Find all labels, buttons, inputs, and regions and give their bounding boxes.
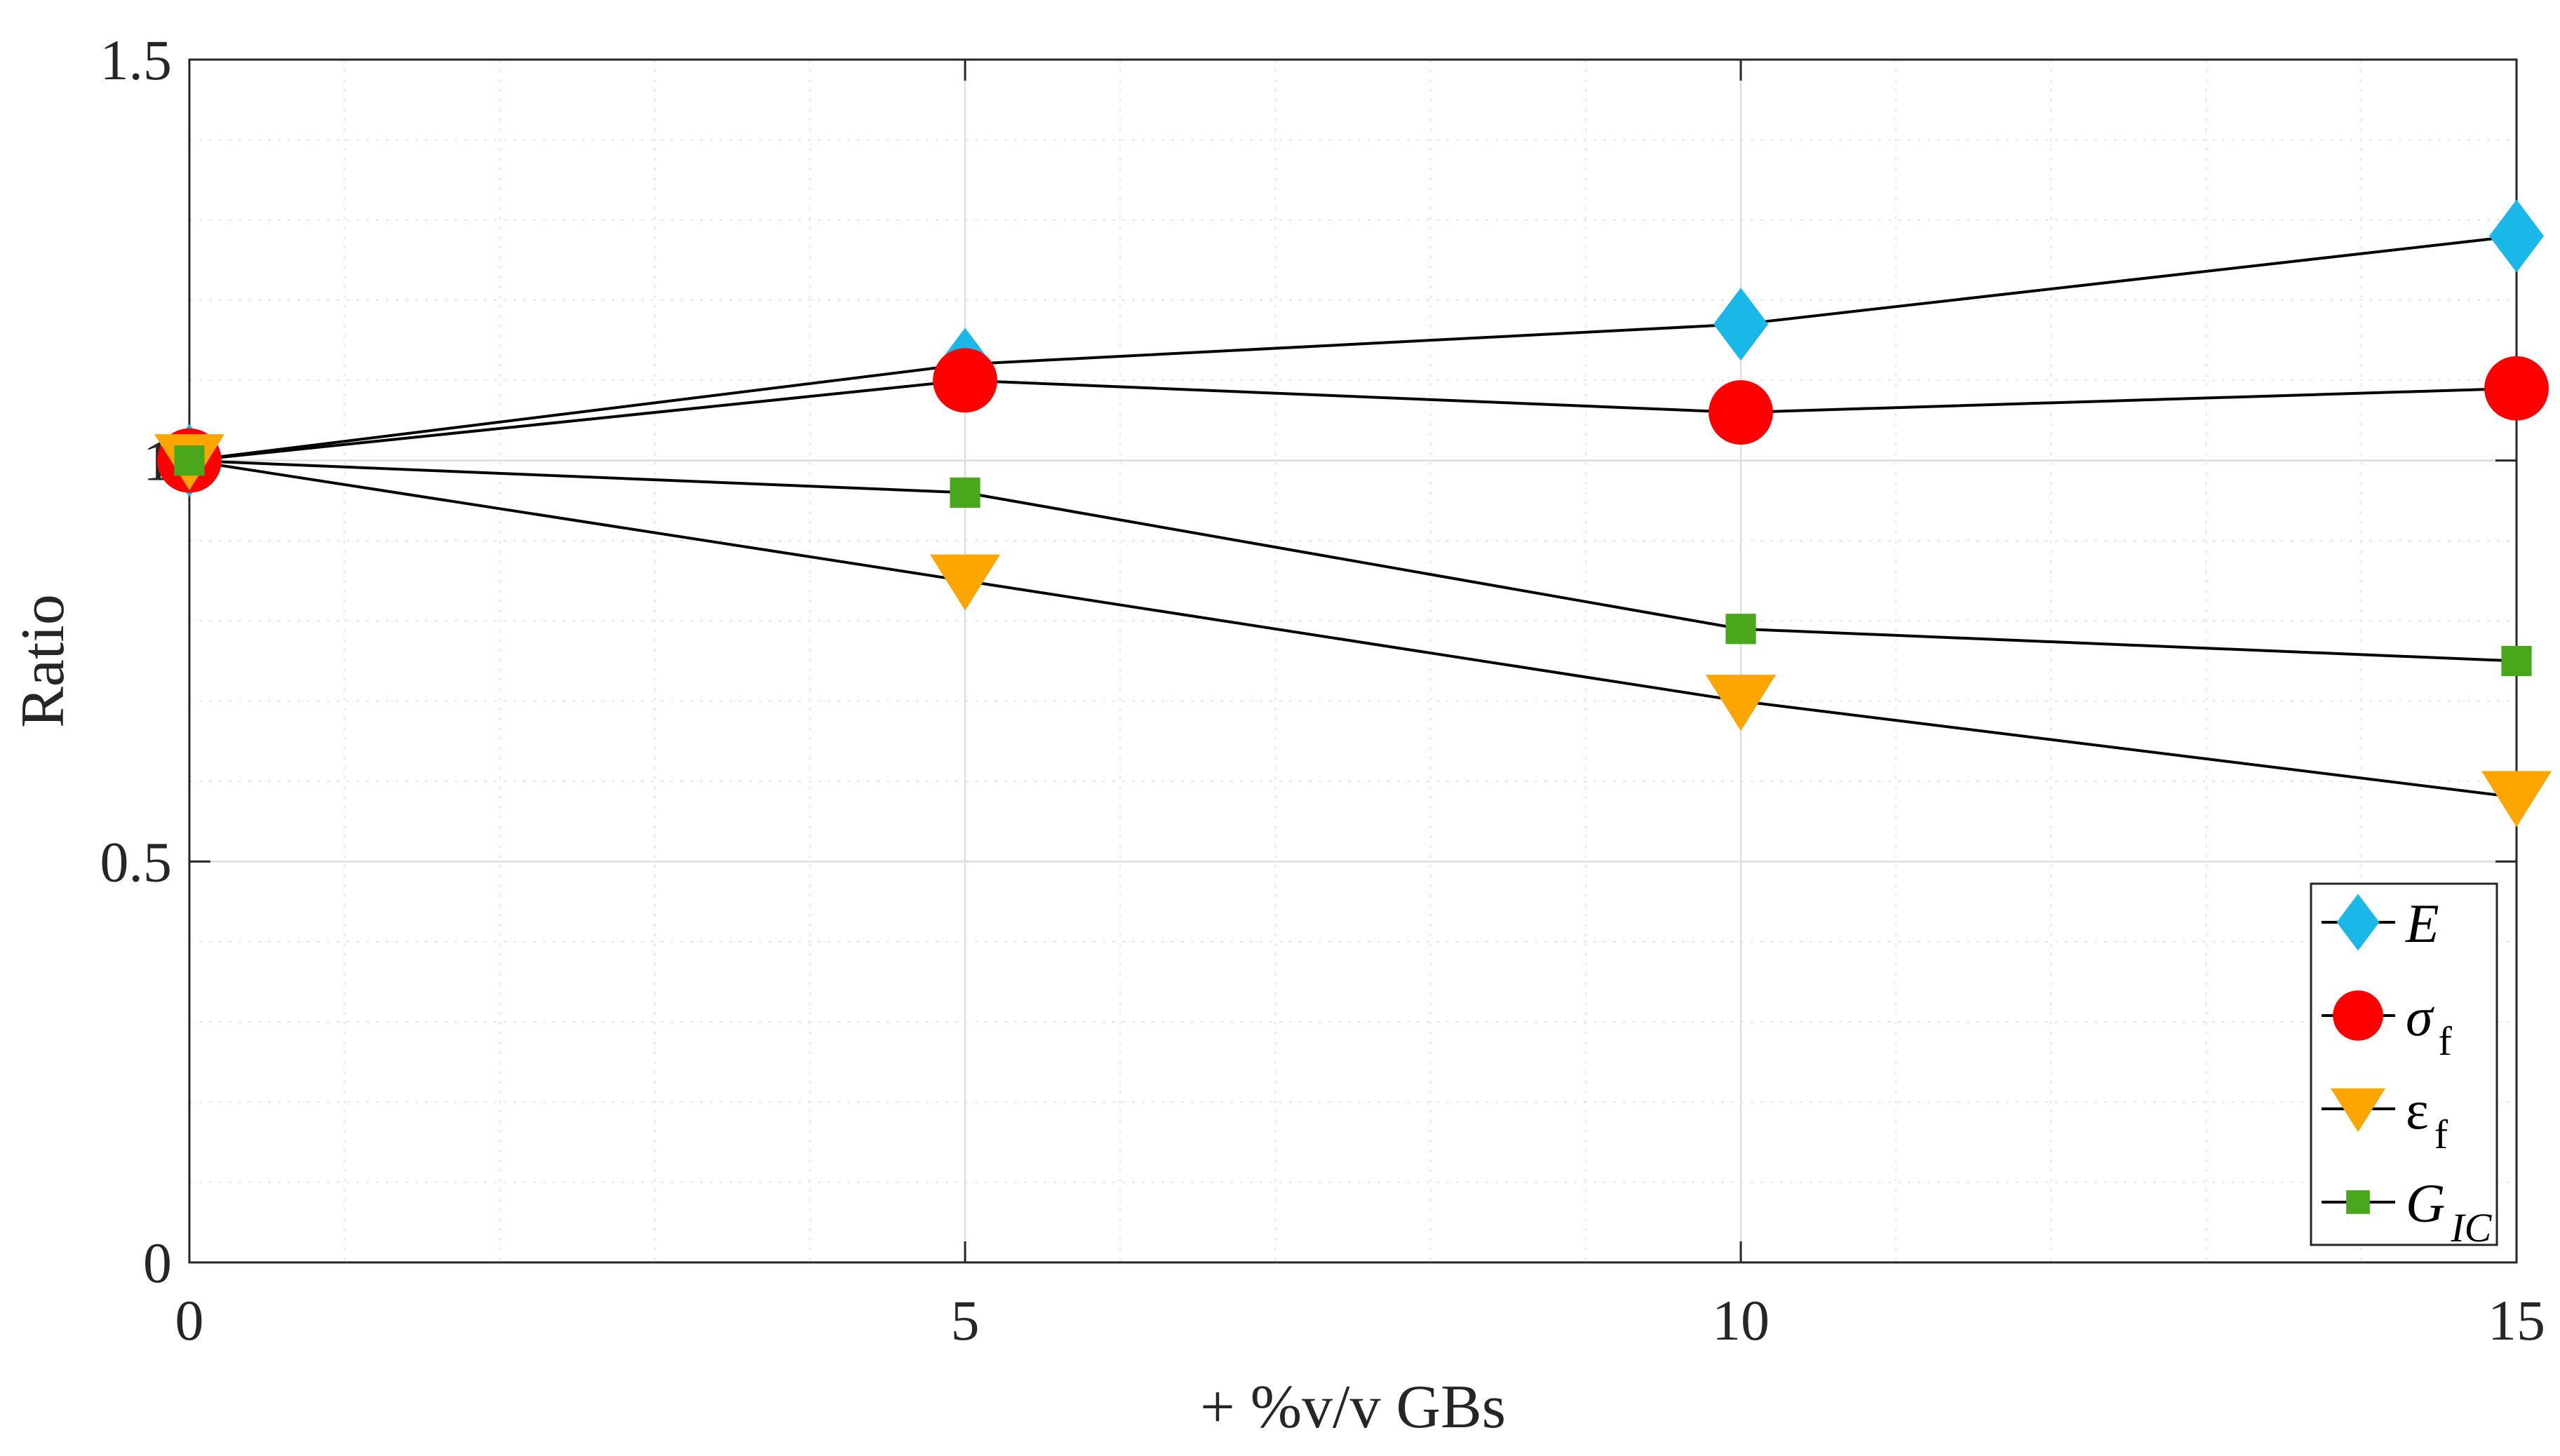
data-point	[174, 445, 205, 476]
data-point	[930, 554, 1000, 611]
y-tick-label: 1.5	[100, 28, 173, 92]
legend-marker	[2336, 894, 2380, 951]
legend-marker	[2333, 990, 2383, 1041]
data-point	[933, 348, 997, 413]
series-line	[189, 379, 2517, 462]
series-σf	[189, 379, 2517, 462]
legend-label: G IC	[2406, 1173, 2493, 1251]
x-tick-label: 5	[951, 1288, 980, 1352]
legend-marker	[2331, 1088, 2385, 1133]
data-point	[1713, 288, 1768, 361]
minor-grid	[189, 60, 2517, 1262]
series-layer	[154, 199, 2552, 828]
x-tick-label: 15	[2488, 1288, 2545, 1352]
data-point	[2489, 199, 2544, 273]
series-line	[189, 459, 2517, 799]
series-E	[189, 234, 2517, 462]
x-tick-label: 10	[1712, 1288, 1770, 1352]
series-line	[189, 234, 2517, 462]
series-εf	[189, 459, 2517, 799]
legend-box	[2310, 882, 2498, 1246]
data-point	[1709, 380, 1773, 445]
data-point	[1706, 675, 1776, 732]
data-point	[2501, 645, 2532, 677]
legend-item: E	[2322, 893, 2439, 954]
series-GIC	[189, 459, 2517, 663]
legend-item: G IC	[2322, 1173, 2493, 1251]
data-point	[2481, 771, 2552, 828]
y-axis-label: Ratio	[9, 594, 77, 728]
legend-label: E	[2405, 893, 2439, 954]
x-tick-label: 0	[175, 1288, 204, 1352]
series-markers-GIC	[174, 445, 2532, 677]
legend: Eσ f ε f G IC	[2310, 882, 2498, 1251]
series-line	[189, 459, 2517, 663]
legend-marker	[2346, 1190, 2370, 1214]
data-point	[1725, 614, 1756, 645]
y-tick-label: 0	[143, 1231, 172, 1295]
data-point	[2484, 356, 2549, 421]
x-axis-label: + %v/v GBs	[1200, 1373, 1506, 1441]
data-point	[950, 477, 981, 508]
y-tick-label: 0.5	[100, 830, 173, 894]
